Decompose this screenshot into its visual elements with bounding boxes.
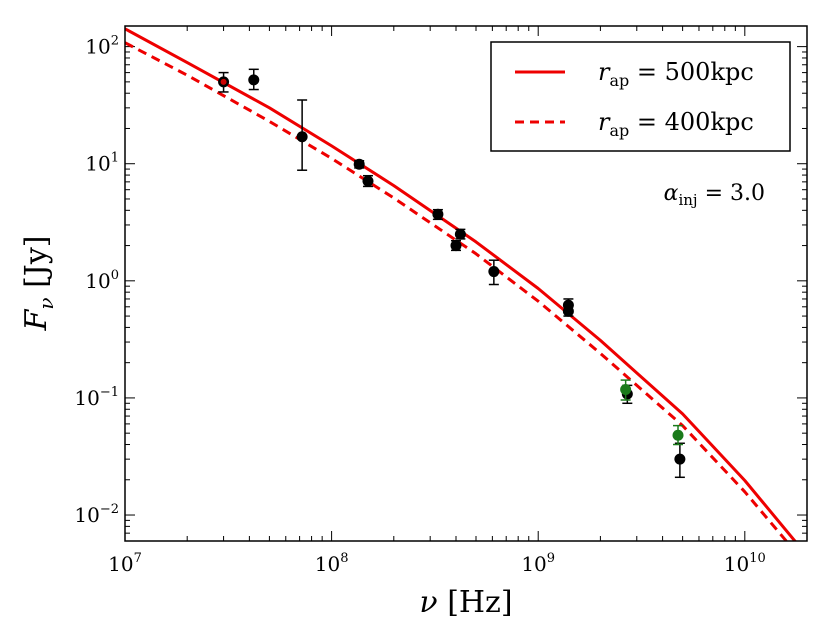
curve-400kpc	[125, 41, 789, 541]
data-point	[296, 131, 308, 143]
data-point-marker	[220, 78, 227, 85]
x-tick-label: 1010	[724, 551, 766, 576]
data-point	[454, 228, 466, 240]
data-point	[562, 305, 574, 317]
legend-box	[490, 41, 791, 152]
data-point	[248, 74, 260, 86]
y-tick-label: 10−2	[74, 502, 119, 527]
tick-labels: 107 108 109 1010 10−2 10−1 100 101 102	[74, 34, 765, 576]
legend-label-400kpc: rap = 400kpc	[598, 108, 754, 140]
data-points	[218, 68, 686, 479]
y-tick-label: 102	[85, 34, 119, 59]
legend: rap = 500kpc rap = 400kpc	[490, 41, 791, 152]
plot-frame	[124, 25, 808, 542]
curve-500kpc	[125, 27, 797, 541]
data-point	[674, 453, 686, 465]
x-tick-label: 107	[108, 551, 142, 576]
data-point	[432, 208, 444, 220]
legend-label-500kpc: rap = 500kpc	[598, 58, 754, 90]
y-tick-label: 100	[85, 268, 119, 293]
data-point	[450, 240, 462, 252]
x-axis-label: ν [Hz]	[419, 585, 512, 620]
data-point	[362, 175, 374, 187]
data-point	[672, 429, 684, 441]
alpha-inj-annotation: αinj = 3.0	[664, 181, 765, 209]
model-curves	[125, 27, 797, 541]
data-point	[488, 266, 500, 278]
data-point	[620, 384, 632, 396]
y-tick-label: 101	[85, 151, 119, 176]
y-tick-label: 10−1	[74, 385, 119, 410]
x-tick-label: 108	[315, 551, 349, 576]
data-point	[353, 158, 365, 170]
axis-ticks	[124, 26, 808, 542]
x-tick-label: 109	[521, 551, 555, 576]
y-axis-label: Fν [Jy]	[19, 236, 58, 332]
